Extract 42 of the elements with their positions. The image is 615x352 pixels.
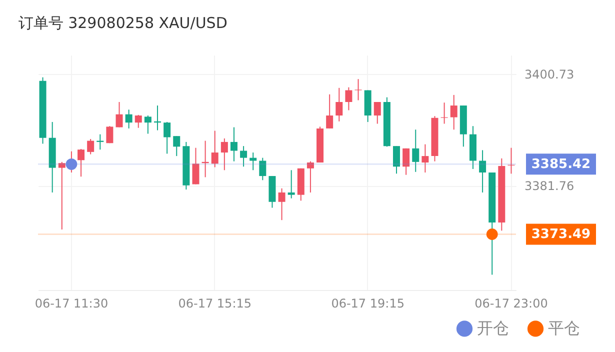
candlestick [278, 188, 286, 221]
candlestick [326, 94, 334, 129]
candlestick [116, 102, 123, 128]
candlestick [173, 136, 180, 157]
candlestick [259, 157, 266, 181]
candlestick [192, 147, 200, 185]
candlestick [450, 94, 458, 130]
ref-line-label: 3373.49 [531, 227, 591, 242]
legend-label: 开仓 [477, 318, 509, 338]
candlestick [374, 102, 381, 124]
candlestick [164, 121, 171, 154]
x-tick-label: 06-17 15:15 [178, 296, 252, 310]
candlestick [288, 170, 295, 199]
candlestick [345, 86, 352, 111]
candlestick [220, 138, 228, 171]
candlestick [230, 126, 238, 162]
candlestick [58, 161, 66, 230]
candlestick [250, 152, 257, 171]
candlestick [144, 115, 152, 134]
chart-title: 订单号 329080258 XAU/USD [18, 14, 228, 32]
y-tick-label: 3400.73 [524, 68, 574, 82]
candlestick [240, 146, 248, 168]
candlestick [354, 78, 362, 101]
candlestick [422, 144, 429, 173]
x-tick-label: 06-17 23:00 [474, 296, 548, 310]
candlestick [336, 87, 343, 122]
legend-label: 平仓 [548, 318, 580, 338]
candlestick [87, 138, 94, 155]
candlestick [106, 126, 114, 144]
candlestick [306, 160, 314, 193]
candlestick [393, 146, 400, 174]
candlestick [78, 148, 85, 178]
candlestick [211, 130, 218, 168]
candlestick [125, 109, 132, 129]
x-tick-label: 06-17 11:30 [34, 296, 108, 310]
ref-line-label: 3385.42 [531, 157, 591, 172]
y-tick-label: 3381.76 [524, 179, 574, 194]
candlestick [479, 150, 486, 193]
candlestick [134, 114, 142, 128]
x-tick-label: 06-17 19:15 [331, 296, 404, 310]
candlestick [402, 148, 410, 176]
candlestick [412, 129, 420, 172]
